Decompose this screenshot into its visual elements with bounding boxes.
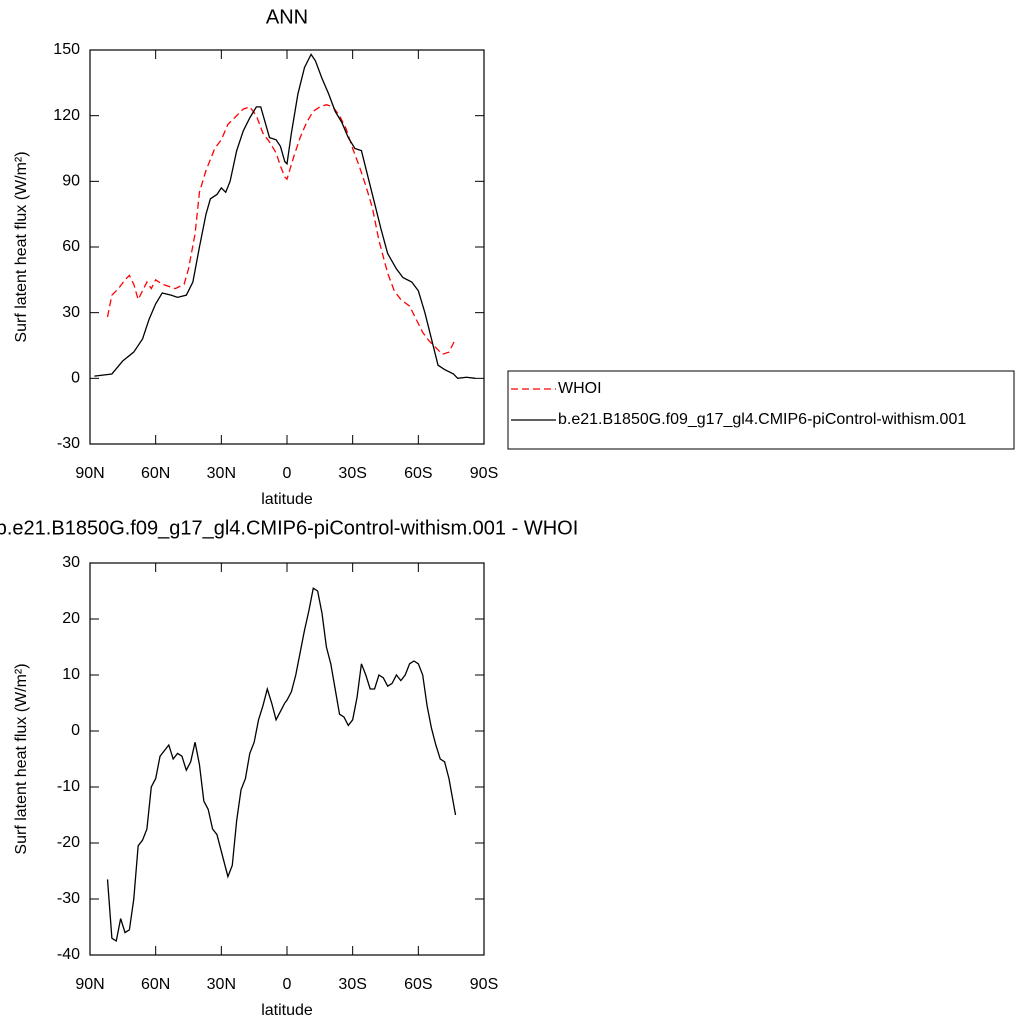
y-tick-label: -20 [57, 834, 80, 851]
chart-title: ANN [266, 6, 308, 28]
x-tick-label: 60N [141, 976, 170, 993]
x-tick-label: 60S [404, 465, 432, 482]
y-tick-label: -30 [57, 435, 80, 452]
y-axis-label: Surf latent heat flux (W/m²) [13, 663, 30, 854]
x-tick-label: 90N [75, 465, 104, 482]
y-tick-label: 20 [62, 610, 80, 627]
y-tick-label: 60 [62, 238, 80, 255]
plot-frame [89, 562, 485, 956]
y-tick-label: 10 [62, 666, 80, 683]
y-axis-label: Surf latent heat flux (W/m²) [13, 151, 30, 342]
chart-title: b.e21.B1850G.f09_g17_gl4.CMIP6-piControl… [0, 517, 578, 539]
x-tick-label: 0 [283, 976, 292, 993]
legend-box [507, 370, 1015, 450]
y-tick-label: 120 [53, 107, 80, 124]
x-axis-label: latitude [261, 491, 313, 508]
x-tick-label: 30N [207, 465, 236, 482]
y-tick-label: -10 [57, 778, 80, 795]
y-tick-label: -30 [57, 890, 80, 907]
x-tick-label: 90S [470, 465, 498, 482]
y-tick-label: 150 [53, 41, 80, 58]
x-tick-label: 30S [338, 976, 366, 993]
legend-label: WHOI [558, 380, 602, 397]
y-tick-label: 30 [62, 304, 80, 321]
x-tick-label: 30S [338, 465, 366, 482]
x-tick-label: 0 [283, 465, 292, 482]
plot-frame [89, 49, 485, 445]
y-tick-label: 0 [71, 370, 80, 387]
data-line [106, 587, 457, 943]
y-tick-label: -40 [57, 946, 80, 963]
x-tick-label: 60N [141, 465, 170, 482]
x-tick-label: 30N [207, 976, 236, 993]
y-tick-label: 90 [62, 173, 80, 190]
data-line [94, 53, 476, 380]
x-tick-label: 60S [404, 976, 432, 993]
y-tick-label: 30 [62, 554, 80, 571]
x-tick-label: 90S [470, 976, 498, 993]
x-tick-label: 90N [75, 976, 104, 993]
y-tick-label: 0 [71, 722, 80, 739]
x-axis-label: latitude [261, 1002, 313, 1019]
legend-label: b.e21.B1850G.f09_g17_gl4.CMIP6-piControl… [558, 411, 966, 428]
data-line [106, 104, 457, 356]
